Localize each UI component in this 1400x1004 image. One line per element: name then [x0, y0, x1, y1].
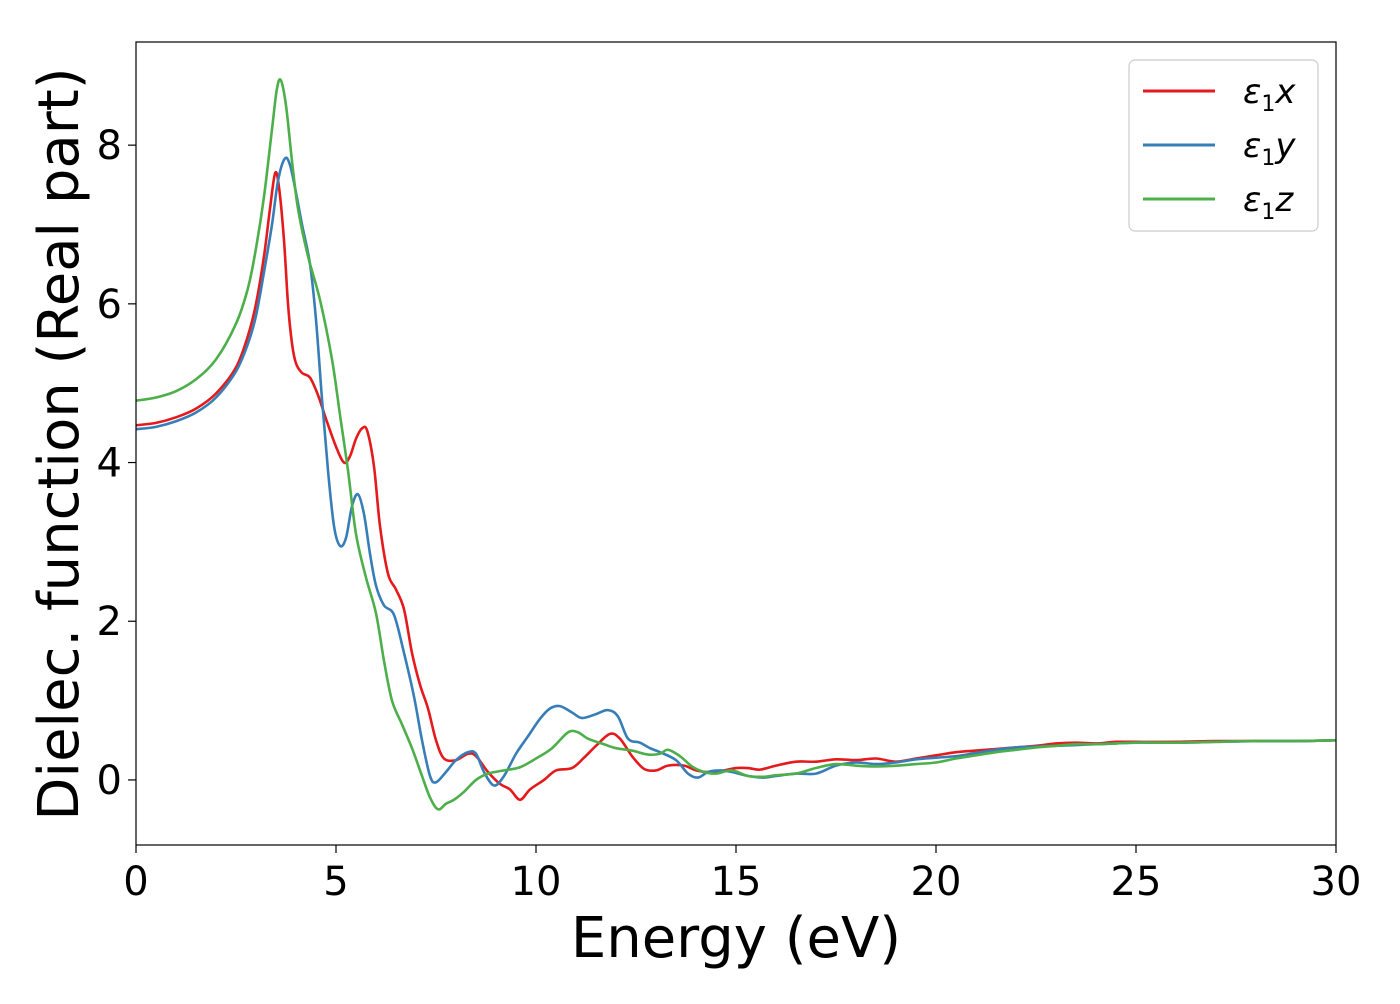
series-line-y	[136, 156, 1336, 787]
y-tick-label: 4	[97, 441, 122, 487]
legend-box	[1128, 59, 1319, 232]
x-tick-label: 30	[1311, 859, 1362, 905]
x-tick-label: 0	[123, 859, 148, 905]
x-axis-ticks: 0 5 10 15 20 25 30	[123, 845, 1361, 905]
legend-label-x: ε1x	[1243, 72, 1296, 117]
legend: ε1x ε1y ε1z	[1128, 59, 1319, 232]
x-tick-label: 15	[711, 859, 762, 905]
legend-label-z: ε1z	[1243, 180, 1294, 225]
x-tick-label: 5	[323, 859, 348, 905]
series-layer	[136, 78, 1336, 811]
x-tick-label: 10	[511, 859, 562, 905]
x-tick-label: 20	[911, 859, 962, 905]
series-line-z	[136, 78, 1336, 811]
y-tick-label: 2	[97, 599, 122, 645]
legend-label-y: ε1y	[1243, 126, 1296, 171]
y-tick-label: 8	[97, 123, 122, 169]
series-line-x	[136, 170, 1336, 802]
y-tick-label: 6	[97, 282, 122, 328]
y-tick-label: 0	[97, 758, 122, 804]
x-tick-label: 25	[1111, 859, 1162, 905]
y-axis-ticks: 0 2 4 6 8	[97, 123, 136, 804]
y-axis-title: Dielec. function (Real part)	[27, 67, 92, 820]
x-axis-title: Energy (eV)	[571, 906, 901, 971]
